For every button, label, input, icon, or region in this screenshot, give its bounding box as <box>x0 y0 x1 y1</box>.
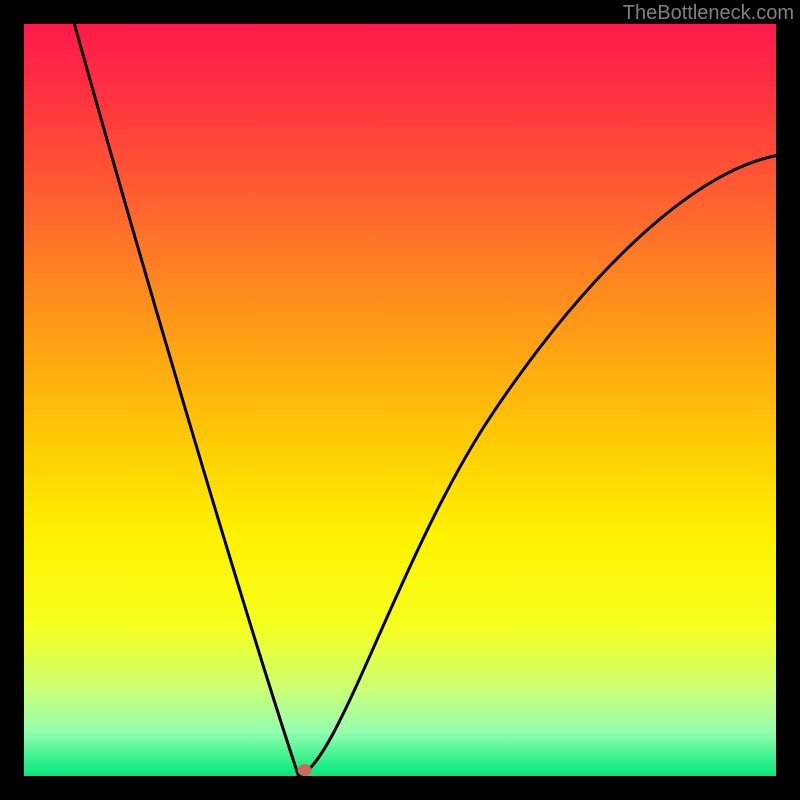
minimum-marker <box>297 764 311 776</box>
watermark-text: TheBottleneck.com <box>623 2 794 25</box>
plot-area <box>24 24 776 776</box>
bottleneck-chart <box>24 24 776 776</box>
gradient-background <box>24 24 776 776</box>
chart-frame: TheBottleneck.com <box>0 0 800 800</box>
